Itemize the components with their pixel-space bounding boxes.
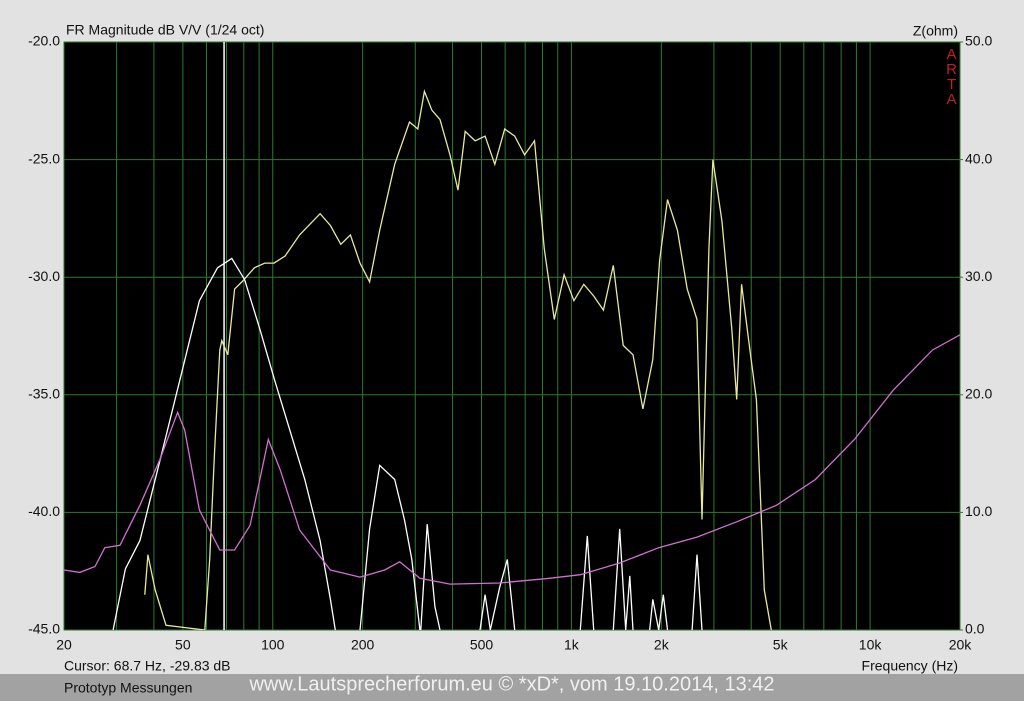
series-line — [64, 334, 960, 585]
x-tick-label: 50 — [175, 637, 191, 653]
series-line — [112, 257, 703, 630]
y2-tick-label: 10.0 — [965, 503, 992, 519]
y2-axis-label: Z(ohm) — [913, 23, 958, 39]
x-tick-label: 2k — [654, 637, 670, 653]
x-tick-label: 1k — [564, 637, 580, 653]
y2-tick-label: 0.0 — [965, 621, 985, 637]
y2-tick-label: 40.0 — [965, 150, 992, 166]
y-tick-label: -35.0 — [28, 386, 60, 402]
y-tick-label: -40.0 — [28, 503, 60, 519]
y-tick-label: -25.0 — [28, 150, 60, 166]
y2-tick-label: 30.0 — [965, 268, 992, 284]
x-tick-label: 20k — [949, 637, 973, 653]
y-tick-label: -20.0 — [28, 33, 60, 49]
y2-tick-label: 50.0 — [965, 33, 992, 49]
x-tick-label: 20 — [56, 637, 72, 653]
watermark-band — [0, 674, 1024, 701]
x-tick-label: 100 — [261, 637, 285, 653]
watermark: www.Lautsprecherforum.eu © *xD*, vom 19.… — [248, 673, 774, 695]
x-tick-label: 200 — [351, 637, 375, 653]
y-tick-label: -45.0 — [28, 621, 60, 637]
x-tick-label: 5k — [773, 637, 789, 653]
brand: ARTA — [943, 46, 960, 106]
cursor-readout: Cursor: 68.7 Hz, -29.83 dB — [64, 658, 231, 674]
note: Prototyp Messungen — [64, 680, 192, 696]
x-tick-label: 500 — [470, 637, 494, 653]
y-tick-label: -30.0 — [28, 268, 60, 284]
chart-title: FR Magnitude dB V/V (1/24 oct) — [66, 22, 264, 38]
y2-tick-label: 20.0 — [965, 386, 992, 402]
x-axis-label: Frequency (Hz) — [862, 658, 958, 674]
x-tick-label: 10k — [859, 637, 883, 653]
plot-area — [63, 41, 961, 631]
